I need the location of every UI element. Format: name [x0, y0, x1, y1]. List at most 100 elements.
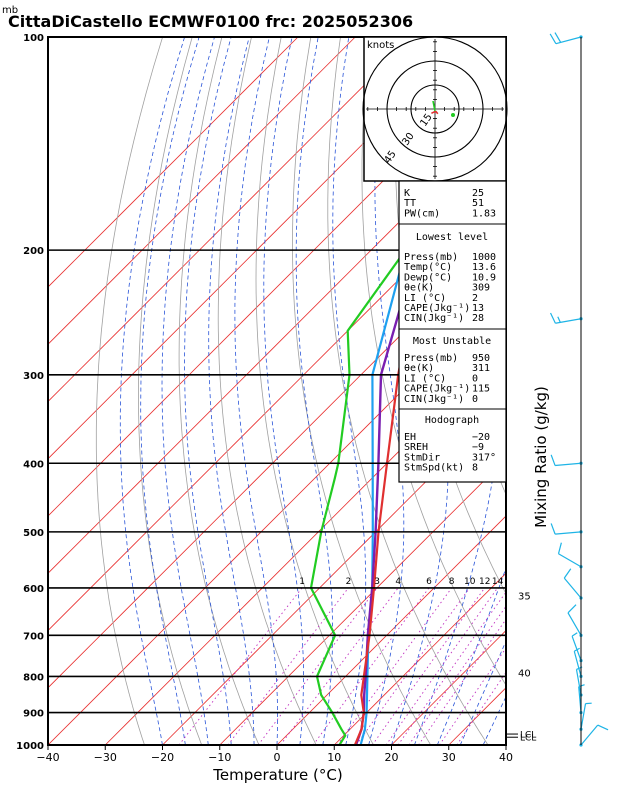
mixing-ratio-line — [408, 605, 506, 745]
moist-adiabat-line — [208, 37, 255, 745]
pressure-tick-label: 800 — [23, 672, 44, 683]
index-name: K — [404, 188, 410, 199]
pressure-tick-label: 100 — [23, 33, 44, 44]
index-value: −20 — [472, 432, 490, 443]
pressure-tick-label: 500 — [23, 528, 44, 539]
dry-adiabat-line — [578, 37, 618, 745]
mixing-ratio-label: 12 — [479, 577, 490, 587]
index-name: θe(K) — [404, 283, 434, 294]
isotherm-line — [162, 400, 506, 745]
wind-barb-shaft — [567, 612, 582, 636]
mixing-ratio-label: 10 — [464, 577, 476, 587]
index-name: Temp(°C) — [404, 262, 452, 273]
moist-adiabat-line — [332, 37, 367, 745]
dry-adiabat-line — [607, 37, 618, 745]
mixing-ratio-label: 4 — [395, 577, 401, 587]
pressure-tick-label: 300 — [23, 371, 44, 382]
storm-motion-marker — [451, 113, 455, 117]
dry-adiabat-line — [327, 37, 489, 745]
index-name: SREH — [404, 442, 428, 453]
temperature-tick-label: −20 — [151, 751, 174, 764]
index-value: 8 — [472, 463, 478, 474]
index-value: 0 — [472, 394, 478, 405]
lcl-label: LCL — [520, 734, 536, 744]
index-value: 1000 — [472, 252, 496, 263]
index-value: 950 — [472, 353, 490, 364]
dewpoint-profile — [309, 117, 506, 745]
temperature-tick-label: 0 — [274, 751, 281, 764]
temperature-tick-label: −30 — [94, 751, 117, 764]
index-value: 2 — [472, 293, 478, 304]
wind-barb-shaft — [555, 531, 582, 535]
wind-barb-shaft — [580, 724, 599, 746]
index-name: TT — [404, 198, 416, 209]
isotherm-line — [48, 229, 506, 689]
mixing-ratio-line — [371, 587, 486, 745]
mixing-ratio-line — [257, 587, 378, 745]
wind-barb-shaft — [558, 553, 582, 568]
wind-barb-shaft — [555, 462, 582, 467]
temperature-tick-label: 20 — [385, 751, 399, 764]
wind-barb-flag — [567, 604, 577, 614]
wind-barb-shaft — [555, 36, 582, 45]
pressure-tick-label: 600 — [23, 584, 44, 595]
hodograph-box-header: Hodograph — [425, 415, 479, 426]
isotherm-line — [333, 572, 506, 745]
most-unstable-header: Most Unstable — [413, 336, 491, 347]
index-name: CIN(Jkg⁻¹) — [404, 313, 464, 324]
mixing-ratio-line — [227, 587, 349, 745]
hodograph-trace-upper — [432, 100, 436, 112]
wind-barb-half-flag — [557, 316, 561, 323]
index-name: LI (°C) — [404, 293, 446, 304]
mixing-ratio-line — [439, 647, 506, 745]
hodograph-trace — [431, 110, 439, 115]
index-value: −9 — [472, 442, 484, 453]
index-value: 1.83 — [472, 208, 496, 219]
wind-barb — [550, 454, 583, 467]
x-axis-label: Temperature (°C) — [212, 766, 342, 784]
temperature-tick-label: 10 — [327, 751, 341, 764]
mixing-ratio-line — [355, 587, 471, 745]
wind-barb-half-flag — [578, 684, 585, 688]
dry-adiabat-line — [488, 37, 506, 236]
isotherm-line — [48, 37, 413, 403]
dry-adiabat-line — [361, 37, 506, 686]
moist-adiabat-line — [234, 37, 278, 745]
theta-w-label: 35 — [518, 591, 531, 602]
index-name: StmSpd(kt) — [404, 463, 464, 474]
index-name: Press(mb) — [404, 353, 458, 364]
lcl-label: LCL — [520, 731, 536, 741]
index-value: 309 — [472, 283, 490, 294]
background-lines — [48, 37, 618, 745]
lowest-level-header: Lowest level — [416, 232, 488, 243]
pressure-tick-label: 1000 — [16, 741, 44, 752]
dry-adiabat-line — [138, 37, 203, 745]
index-name: PW(cm) — [404, 208, 440, 219]
index-value: 10.9 — [472, 272, 496, 283]
wind-barb-shaft — [575, 669, 582, 696]
mixing-ratio-line — [178, 587, 303, 745]
isotherm-line — [48, 171, 506, 632]
wind-barb-half-flag — [571, 632, 578, 637]
wind-barb-shaft — [580, 703, 587, 730]
moist-adiabat-line — [391, 37, 449, 745]
dry-adiabat-line — [95, 37, 163, 745]
pressure-tick-label: 200 — [23, 246, 44, 257]
wind-barb-flag — [549, 33, 557, 45]
wind-barb-flag — [549, 312, 556, 324]
wind-barb — [549, 32, 583, 45]
dry-adiabat-line — [217, 37, 317, 745]
pressure-tick-label: 700 — [23, 631, 44, 642]
index-name: Dewp(°C) — [404, 272, 452, 283]
wind-barb — [575, 666, 583, 697]
wind-barb — [563, 568, 583, 600]
wind-barb-shaft — [571, 635, 582, 661]
wind-barb-shaft — [563, 577, 582, 599]
temperature-tick-label: −40 — [36, 751, 59, 764]
wind-barb-shaft — [573, 651, 582, 677]
moist-adiabat-line — [184, 37, 232, 745]
wind-barb-half-flag — [573, 647, 580, 652]
mixing-ratio-label: 14 — [492, 577, 504, 587]
